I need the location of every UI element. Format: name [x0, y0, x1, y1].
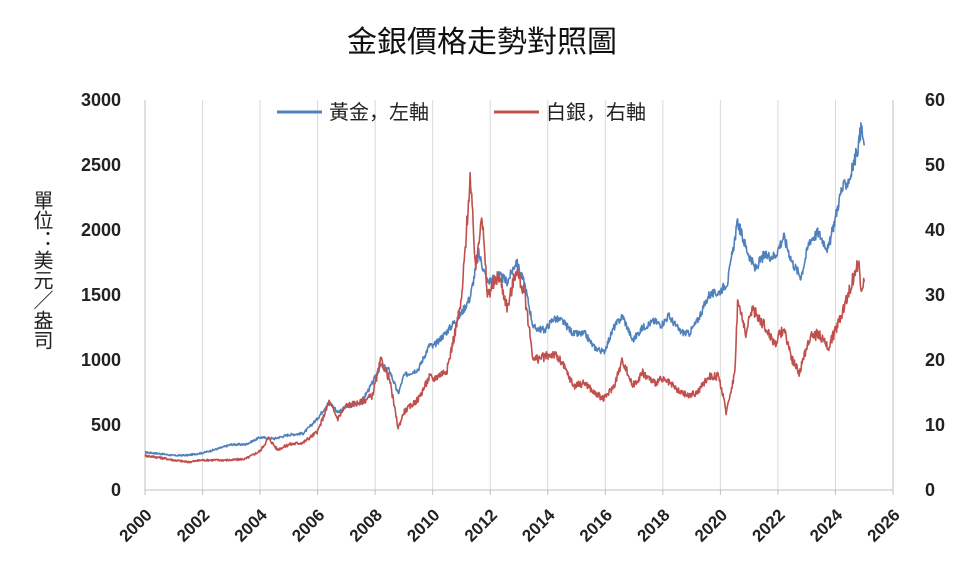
- series-lines: [144, 122, 865, 464]
- x-tick-label: 2016: [576, 505, 616, 545]
- x-tick-label: 2004: [231, 505, 272, 546]
- x-tick-label: 2012: [461, 505, 501, 545]
- left-tick-label: 0: [111, 480, 121, 500]
- right-tick-label: 40: [925, 220, 945, 240]
- silver-series-line: [144, 171, 865, 464]
- left-tick-label: 1500: [81, 285, 121, 305]
- x-tick-label: 2018: [633, 505, 673, 545]
- x-tick-label: 2008: [346, 505, 386, 545]
- right-tick-label: 60: [925, 90, 945, 110]
- gold-series-line: [144, 122, 865, 457]
- grid-lines: [144, 100, 894, 490]
- x-tick-label: 2022: [749, 505, 789, 545]
- legend-label: 白銀，右軸: [546, 100, 646, 124]
- x-tick-label: 2010: [403, 505, 443, 545]
- x-tick-label: 2000: [116, 505, 156, 545]
- x-tick-label: 2006: [288, 505, 328, 545]
- right-tick-label: 0: [925, 480, 935, 500]
- axes: [144, 100, 894, 495]
- left-tick-label: 500: [91, 415, 121, 435]
- y-axis-label: 單位：美元／盎司: [30, 190, 54, 350]
- x-tick-label: 2026: [864, 505, 904, 545]
- legend: 黃金，左軸 白銀，右軸: [277, 100, 646, 124]
- right-tick-label: 10: [925, 415, 945, 435]
- right-tick-label: 50: [925, 155, 945, 175]
- left-axis-ticks: 0 500 1000 1500 2000 2500 3000: [81, 90, 121, 500]
- chart-title: 金銀價格走勢對照圖: [347, 25, 617, 60]
- left-tick-label: 2500: [81, 155, 121, 175]
- x-tick-label: 2024: [806, 505, 847, 546]
- legend-label: 黃金，左軸: [329, 100, 429, 124]
- x-tick-label: 2020: [691, 505, 731, 545]
- right-tick-label: 30: [925, 285, 945, 305]
- left-tick-label: 3000: [81, 90, 121, 110]
- x-tick-label: 2014: [518, 505, 559, 546]
- left-tick-label: 1000: [81, 350, 121, 370]
- x-tick-label: 2002: [173, 505, 213, 545]
- right-tick-label: 20: [925, 350, 945, 370]
- left-tick-label: 2000: [81, 220, 121, 240]
- x-axis-ticks: 2000 2002 2004 2006 2008 2010 2012 2014 2016 2018…: [116, 505, 904, 546]
- right-axis-ticks: 0 10 20 30 40 50 60: [925, 90, 945, 500]
